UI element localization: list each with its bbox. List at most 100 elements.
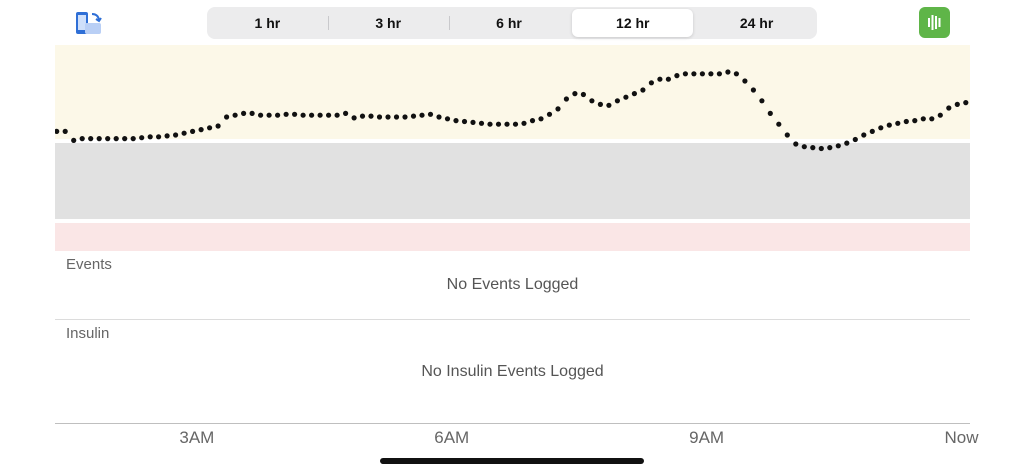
glucose-reading-point [215,123,221,129]
glucose-reading-point [623,94,629,100]
range-tab-1hr[interactable]: 1 hr [254,15,281,31]
range-tab-6hr[interactable]: 6 hr [448,9,570,37]
glucose-reading-point [725,69,731,75]
phone-rotate-icon [76,12,102,34]
glucose-reading-point [674,73,680,79]
glucose-reading-point [487,121,493,127]
glucose-reading-point [606,102,612,108]
glucose-reading-point [521,120,527,126]
glucose-reading-point [597,101,604,107]
glucose-reading-point [266,112,272,118]
glucose-reading-point [546,111,553,117]
glucose-readings [55,69,969,152]
glucose-reading-point [300,112,306,118]
glucose-reading-point [572,91,578,97]
glucose-reading-point [504,121,510,127]
glucose-reading-point [326,112,332,118]
glucose-reading-point [444,116,451,122]
glucose-reading-point [657,76,663,82]
glucose-reading-point [920,116,926,122]
glucose-reading-point [793,141,799,147]
insulin-header: Insulin [66,325,110,342]
chart-view-button[interactable] [919,7,950,38]
bar-chart-icon [928,15,941,30]
glucose-reading-point [742,78,748,84]
glucose-reading-point [232,112,238,118]
section-divider [55,319,970,320]
glucose-chart [55,45,970,251]
glucose-reading-point [283,111,289,117]
glucose-reading-point [580,91,587,98]
high-range-band [55,45,970,139]
x-tick-now: Now [944,428,979,447]
glucose-reading-point [130,136,136,142]
glucose-reading-point [436,114,442,120]
glucose-reading-point [105,136,111,142]
glucose-reading-point [682,71,689,77]
time-range-selector: 1 hr 3 hr 6 hr 12 hr 24 hr [207,7,817,39]
glucose-reading-point [96,136,102,142]
glucose-reading-point [801,144,807,150]
glucose-reading-point [317,112,323,118]
range-tab-24hr[interactable]: 24 hr [739,15,774,31]
glucose-reading-point [844,140,850,146]
glucose-reading-point [699,71,706,77]
glucose-reading-point [376,114,383,120]
glucose-reading-point [538,116,544,122]
glucose-reading-point [691,71,697,77]
glucose-reading-point [750,87,757,93]
glucose-reading-point [512,121,519,127]
glucose-reading-point [368,113,374,119]
glucose-reading-point [461,118,468,125]
glucose-reading-point [156,134,162,140]
glucose-reading-point [173,132,179,138]
insulin-empty-message: No Insulin Events Logged [421,363,604,380]
glucose-reading-point [198,127,204,133]
glucose-reading-point [62,128,68,134]
glucose-reading-point [640,87,646,93]
range-tab-3hr[interactable]: 3 hr [327,9,449,37]
glucose-reading-point [224,114,230,120]
glucose-reading-point [292,111,298,117]
glucose-reading-point [852,136,858,143]
home-indicator [380,458,644,464]
x-tick-3am: 3AM [179,428,215,447]
glucose-reading-point [776,121,782,127]
glucose-reading-point [614,98,621,104]
glucose-reading-point [631,91,638,97]
glucose-reading-point [207,125,213,131]
glucose-reading-point [147,134,153,140]
glucose-reading-point [113,136,119,142]
glucose-reading-point [818,145,824,152]
glucose-reading-point [810,145,816,151]
glucose-reading-point [589,98,595,104]
glucose-reading-point [164,133,170,139]
glucose-reading-point [648,80,655,86]
glucose-reading-point [861,132,867,138]
glucose-reading-point [470,119,476,125]
glucose-reading-point [55,128,60,134]
glucose-reading-point [708,71,714,77]
range-tab-12hr[interactable]: 12 hr [572,9,694,37]
glucose-reading-point [937,112,943,118]
glucose-reading-point [495,121,502,127]
glucose-reading-point [71,137,77,143]
glucose-reading-point [241,110,247,116]
glucose-reading-point [954,101,960,107]
low-range-band [55,223,970,251]
band-divider [55,139,970,143]
glucose-reading-point [929,116,935,122]
glucose-reading-point [258,112,264,118]
glucose-reading-point [665,76,672,82]
glucose-reading-point [886,122,892,128]
glucose-reading-point [427,111,434,117]
glucose-reading-point [275,112,281,118]
rotate-device-button[interactable] [74,10,104,38]
events-header: Events [66,256,112,273]
glucose-reading-point [946,105,952,111]
glucose-reading-point [359,113,366,119]
glucose-reading-point [869,128,875,134]
glucose-reading-point [343,110,349,116]
glucose-reading-point [895,120,901,126]
glucose-reading-point [555,106,561,112]
